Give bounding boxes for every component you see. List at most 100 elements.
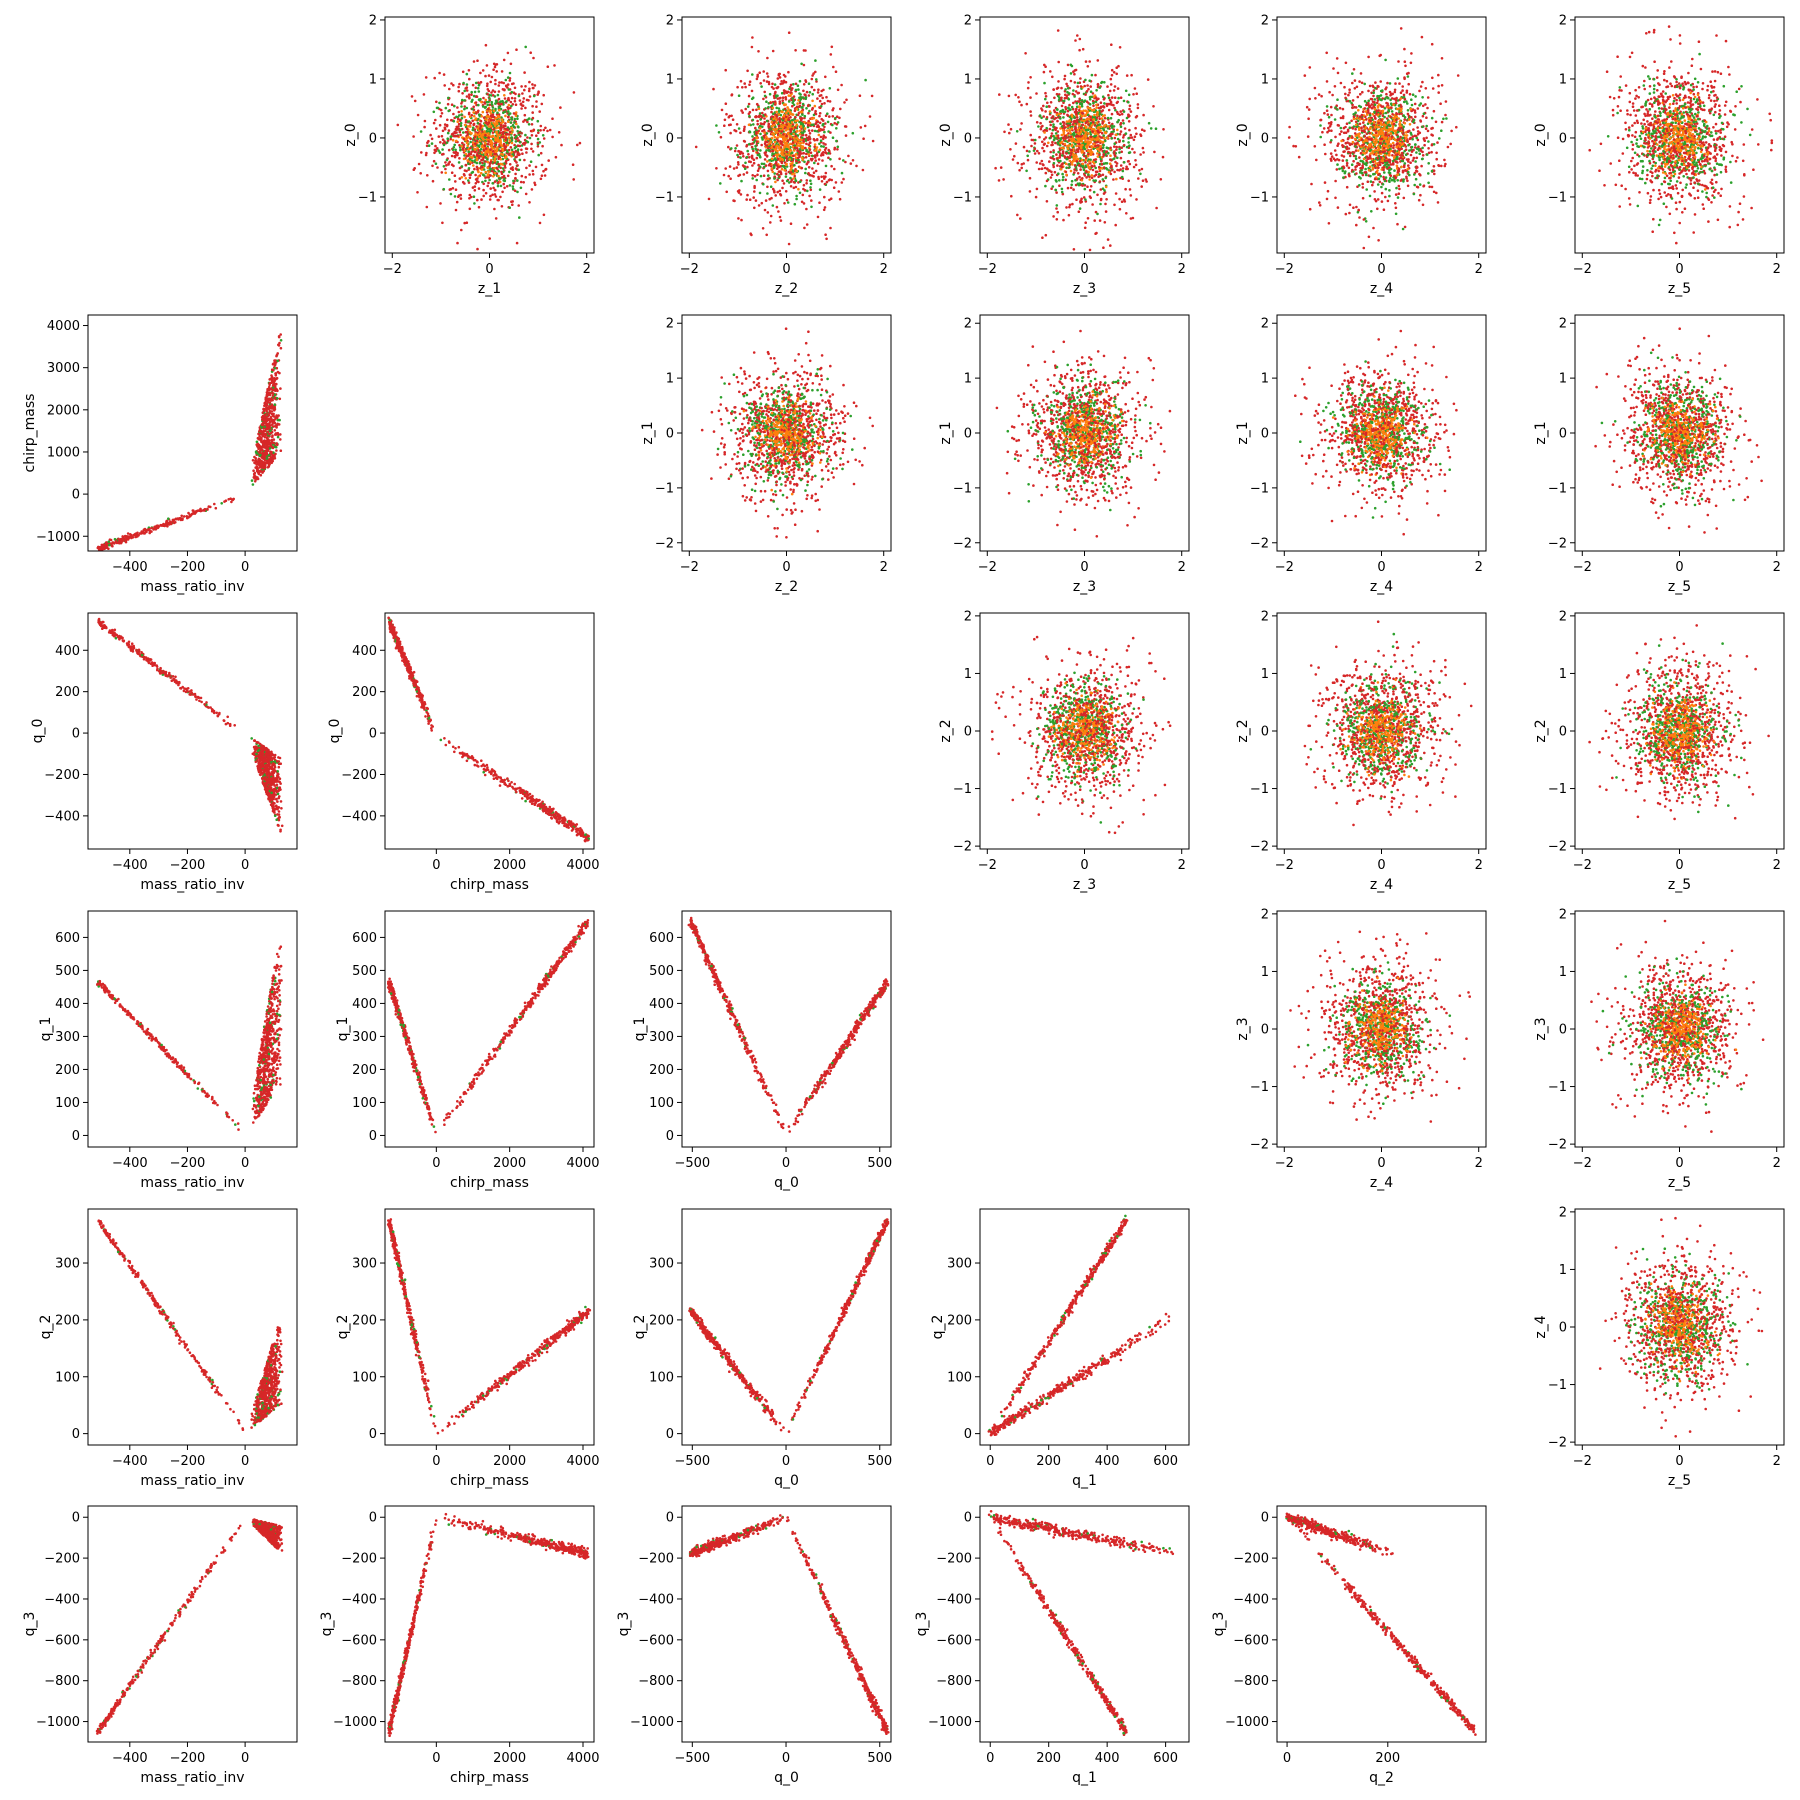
scatter-point: [1122, 110, 1126, 113]
scatter-point: [474, 117, 478, 120]
scatter-point: [1044, 91, 1047, 95]
scatter-point: [486, 158, 489, 161]
scatter-point: [783, 89, 786, 93]
scatter-point: [752, 123, 755, 126]
scatter-point: [1061, 162, 1064, 165]
scatter-point: [744, 107, 747, 111]
scatter-point: [1090, 124, 1093, 127]
scatter-point: [1287, 136, 1291, 139]
scatter-point: [1327, 129, 1331, 132]
scatter-point: [471, 107, 474, 111]
scatter-point: [1128, 144, 1131, 147]
scatter-point: [787, 118, 790, 121]
scatter-point: [1348, 88, 1351, 91]
scatter-point: [786, 106, 789, 109]
scatter-point: [524, 106, 527, 110]
scatter-point: [1052, 157, 1056, 161]
scatter-point: [1099, 174, 1102, 178]
scatter-point: [759, 82, 762, 85]
scatter-point: [792, 177, 795, 180]
scatter-point: [524, 133, 527, 137]
scatter-point: [759, 114, 763, 118]
scatter-point: [520, 148, 523, 152]
scatter-point: [475, 161, 479, 165]
scatter-point: [1048, 110, 1052, 113]
scatter-point: [1064, 178, 1067, 182]
scatter-point: [1121, 167, 1125, 170]
scatter-point: [807, 160, 810, 164]
scatter-point: [515, 134, 518, 138]
scatter-point: [490, 75, 494, 79]
scatter-point: [502, 179, 506, 182]
scatter-point: [844, 134, 848, 137]
scatter-point: [510, 116, 513, 120]
scatter-point: [1068, 103, 1071, 107]
scatter-point: [759, 118, 762, 121]
scatter-point: [520, 107, 523, 110]
scatter-point: [1085, 111, 1089, 114]
scatter-point: [507, 120, 510, 123]
scatter-point: [1084, 131, 1088, 134]
scatter-point: [822, 128, 825, 131]
scatter-point: [785, 155, 788, 158]
scatter-point: [761, 227, 765, 230]
scatter-point: [1064, 137, 1067, 140]
scatter-point: [798, 153, 801, 156]
scatter-point: [761, 138, 764, 141]
scatter-point: [447, 109, 451, 113]
scatter-point: [491, 106, 495, 109]
scatter-point: [751, 108, 755, 112]
scatter-point: [777, 107, 781, 110]
scatter-point: [1086, 185, 1089, 188]
scatter-point: [1093, 115, 1097, 119]
scatter-point: [1155, 206, 1158, 210]
scatter-point: [510, 90, 514, 94]
scatter-point: [735, 166, 739, 169]
scatter-point: [868, 115, 872, 118]
scatter-point: [1013, 154, 1016, 158]
scatter-point: [1068, 119, 1071, 122]
scatter-point: [1079, 130, 1083, 133]
scatter-point: [1096, 140, 1100, 144]
scatter-point: [724, 68, 727, 72]
scatter-point: [1075, 160, 1079, 163]
scatter-point: [747, 94, 751, 98]
scatter-point: [497, 176, 501, 180]
scatter-point: [1062, 218, 1065, 222]
scatter-point: [1135, 132, 1138, 136]
scatter-point: [1137, 177, 1140, 180]
scatter-point: [1067, 124, 1070, 127]
scatter-point: [1374, 81, 1377, 84]
scatter-points: [994, 29, 1165, 252]
scatter-point: [772, 87, 775, 90]
scatter-point: [849, 162, 853, 165]
scatter-point: [808, 109, 811, 113]
scatter-point: [1075, 144, 1078, 148]
scatter-point: [488, 178, 491, 182]
scatter-point: [1059, 127, 1062, 130]
scatter-point: [1069, 79, 1073, 83]
scatter-point: [505, 133, 508, 136]
scatter-point: [490, 91, 493, 94]
scatter-point: [1076, 81, 1080, 85]
scatter-point: [845, 98, 848, 102]
scatter-point: [1059, 117, 1062, 120]
scatter-point: [523, 88, 526, 92]
scatter-point: [750, 45, 754, 49]
scatter-point: [789, 180, 793, 183]
scatter-point: [480, 158, 483, 162]
scatter-point: [477, 103, 480, 107]
scatter-point: [782, 165, 786, 168]
scatter-point: [769, 214, 773, 218]
scatter-point: [493, 207, 496, 211]
scatter-point: [454, 148, 457, 152]
scatter-point: [506, 126, 510, 129]
scatter-point: [527, 123, 531, 126]
scatter-point: [786, 90, 790, 94]
scatter-point: [783, 135, 786, 138]
scatter-point: [1400, 147, 1403, 151]
scatter-point: [1118, 145, 1121, 149]
scatter-point: [736, 85, 739, 89]
scatter-point: [1088, 79, 1091, 82]
scatter-point: [1082, 146, 1086, 150]
